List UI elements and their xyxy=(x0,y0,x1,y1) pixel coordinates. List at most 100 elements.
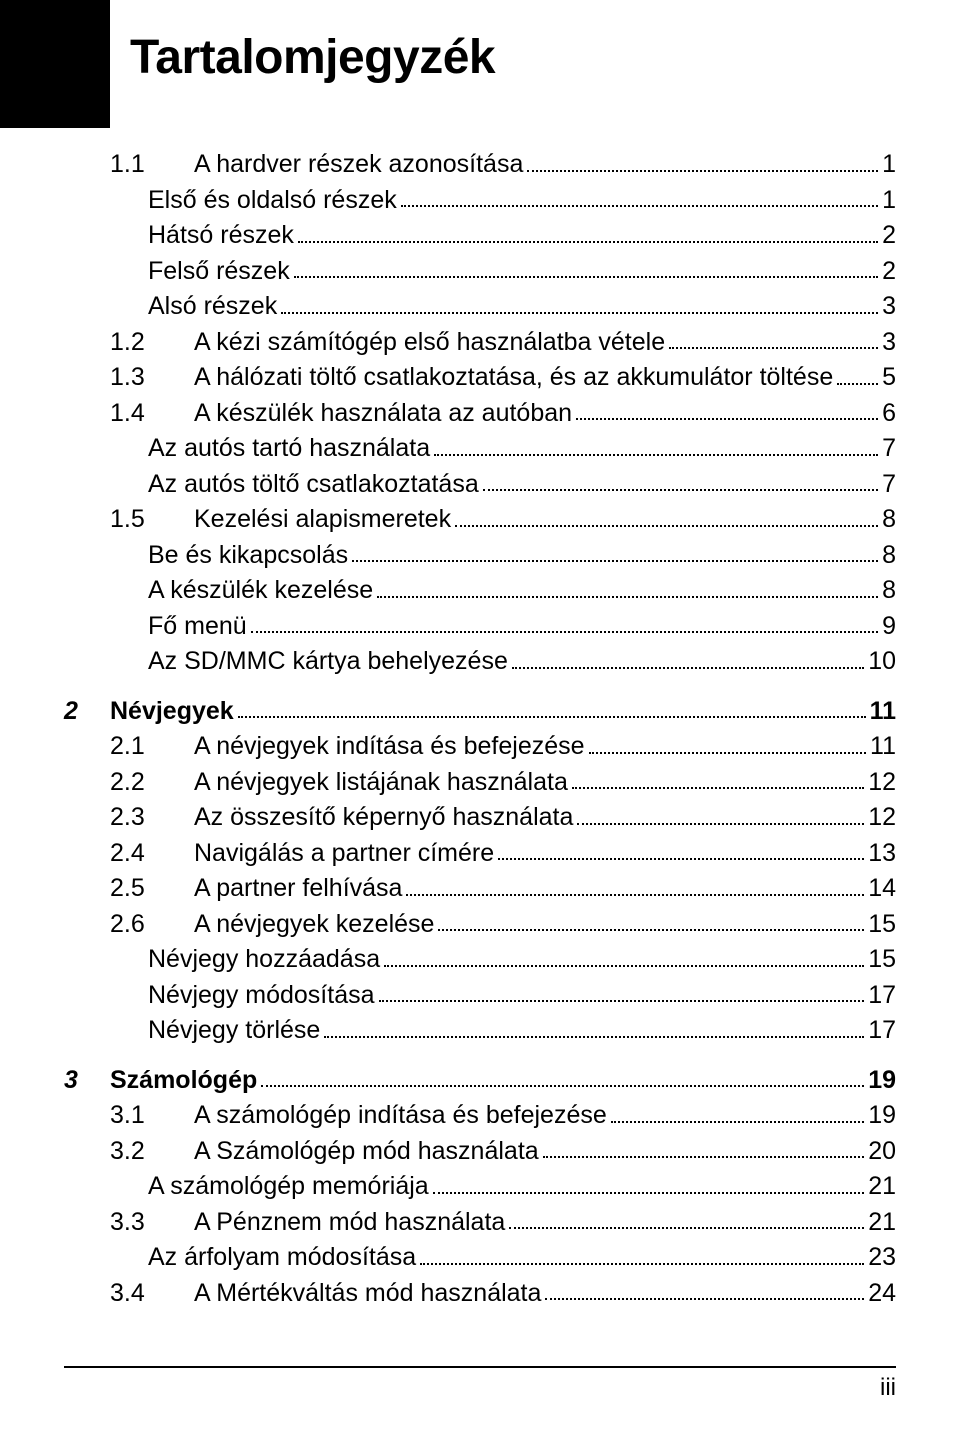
dot-leader xyxy=(420,1263,864,1265)
dot-leader xyxy=(434,454,878,456)
toc-entry: Névjegy hozzáadása 15 xyxy=(64,942,896,978)
dot-leader xyxy=(572,787,864,789)
toc-entry-number: 3.3 xyxy=(110,1205,194,1241)
toc-entry-label: A Pénznem mód használata xyxy=(194,1205,505,1241)
dot-leader xyxy=(527,170,878,172)
toc-entry: Az árfolyam módosítása23 xyxy=(64,1240,896,1276)
toc-entry: 1.3A hálózati töltő csatlakoztatása, és … xyxy=(64,360,896,396)
toc-entry-label: A névjegyek listájának használata xyxy=(194,765,568,801)
toc-entry-page: 17 xyxy=(868,978,896,1014)
toc-entry-label: Hátsó részek xyxy=(148,218,294,254)
toc-entry-page: 6 xyxy=(882,396,896,432)
dot-leader xyxy=(545,1298,864,1300)
toc-section-head: 3Számológép19 xyxy=(64,1063,896,1099)
toc-entry-number: 2.5 xyxy=(110,871,194,907)
toc-entry-page: 21 xyxy=(868,1169,896,1205)
toc-entry-page: 10 xyxy=(868,644,896,680)
dot-leader xyxy=(298,241,878,243)
toc-entry-page: 8 xyxy=(882,573,896,609)
dot-leader xyxy=(281,312,878,314)
dot-leader xyxy=(406,894,864,896)
toc-section-number: 2 xyxy=(64,694,110,730)
dot-leader xyxy=(577,823,864,825)
toc-entry-number: 1.5 xyxy=(110,502,194,538)
dot-leader xyxy=(379,1000,865,1002)
toc-entry-page: 12 xyxy=(868,800,896,836)
toc-entry: Az SD/MMC kártya behelyezése10 xyxy=(64,644,896,680)
toc-entry-label: Az autós töltő csatlakoztatása xyxy=(148,467,479,503)
toc-entry-number: 3.4 xyxy=(110,1276,194,1312)
toc-entry: 2.4Navigálás a partner címére 13 xyxy=(64,836,896,872)
dot-leader xyxy=(611,1121,864,1123)
dot-leader xyxy=(589,752,867,754)
page-title: Tartalomjegyzék xyxy=(130,30,896,85)
toc-entry: Felső részek2 xyxy=(64,254,896,290)
toc-entry: 1.1A hardver részek azonosítása1 xyxy=(64,147,896,183)
toc-entry: 3.4A Mértékváltás mód használata24 xyxy=(64,1276,896,1312)
dot-leader xyxy=(483,489,878,491)
toc-entry: 3.2A Számológép mód használata20 xyxy=(64,1134,896,1170)
toc-entry-number: 2.6 xyxy=(110,907,194,943)
toc-entry: 2.5A partner felhívása14 xyxy=(64,871,896,907)
toc-section-number: 3 xyxy=(64,1063,110,1099)
toc-entry: A számológép memóriája 21 xyxy=(64,1169,896,1205)
toc-entry-page: 20 xyxy=(868,1134,896,1170)
toc-entry: 2.2A névjegyek listájának használata12 xyxy=(64,765,896,801)
toc-entry-label: A hardver részek azonosítása xyxy=(194,147,523,183)
toc-entry-page: 15 xyxy=(868,942,896,978)
toc-entry-number: 2.4 xyxy=(110,836,194,872)
toc-section-label: Névjegyek xyxy=(110,694,234,730)
toc-entry-label: A névjegyek indítása és befejezése xyxy=(194,729,585,765)
toc-entry-page: 7 xyxy=(882,467,896,503)
toc-entry-page: 13 xyxy=(868,836,896,872)
toc-entry-label: Navigálás a partner címére xyxy=(194,836,494,872)
dot-leader xyxy=(455,525,878,527)
dot-leader xyxy=(324,1036,864,1038)
toc-entry: Az autós tartó használata7 xyxy=(64,431,896,467)
toc-entry-page: 8 xyxy=(882,502,896,538)
table-of-contents: 1.1A hardver részek azonosítása1Első és … xyxy=(64,147,896,1311)
toc-entry-label: Névjegy módosítása xyxy=(148,978,375,1014)
toc-entry-label: A számológép indítása és befejezése xyxy=(194,1098,607,1134)
toc-entry-number: 1.4 xyxy=(110,396,194,432)
toc-entry-page: 23 xyxy=(868,1240,896,1276)
page-number: iii xyxy=(880,1374,896,1402)
toc-entry-label: A számológép memóriája xyxy=(148,1169,429,1205)
toc-entry-label: Első és oldalsó részek xyxy=(148,183,397,219)
toc-entry: 1.4A készülék használata az autóban 6 xyxy=(64,396,896,432)
toc-entry-page: 3 xyxy=(882,325,896,361)
toc-entry-page: 11 xyxy=(870,729,896,765)
toc-entry-page: 19 xyxy=(868,1098,896,1134)
toc-entry-page: 2 xyxy=(882,254,896,290)
toc-entry: Hátsó részek 2 xyxy=(64,218,896,254)
toc-entry-label: Az összesítő képernyő használata xyxy=(194,800,573,836)
dot-leader xyxy=(377,596,878,598)
dot-leader xyxy=(251,631,878,633)
toc-entry: Fő menü 9 xyxy=(64,609,896,645)
toc-entry-label: A készülék kezelése xyxy=(148,573,373,609)
toc-entry-page: 7 xyxy=(882,431,896,467)
toc-entry-label: A készülék használata az autóban xyxy=(194,396,572,432)
toc-entry-number: 3.1 xyxy=(110,1098,194,1134)
toc-entry: 3.1A számológép indítása és befejezése 19 xyxy=(64,1098,896,1134)
toc-entry-label: Kezelési alapismeretek xyxy=(194,502,451,538)
toc-entry-label: A Számológép mód használata xyxy=(194,1134,539,1170)
toc-entry-page: 2 xyxy=(882,218,896,254)
toc-section-page: 19 xyxy=(868,1063,896,1099)
toc-entry-number: 1.1 xyxy=(110,147,194,183)
toc-entry-label: Névjegy hozzáadása xyxy=(148,942,380,978)
dot-leader xyxy=(261,1085,864,1087)
dot-leader xyxy=(576,418,878,420)
toc-entry-page: 8 xyxy=(882,538,896,574)
toc-entry-page: 9 xyxy=(882,609,896,645)
dot-leader xyxy=(669,347,878,349)
dot-leader xyxy=(294,276,878,278)
dot-leader xyxy=(509,1227,864,1229)
toc-entry-label: A Mértékváltás mód használata xyxy=(194,1276,541,1312)
toc-entry-label: Névjegy törlése xyxy=(148,1013,320,1049)
toc-entry-label: Fő menü xyxy=(148,609,247,645)
toc-entry-page: 17 xyxy=(868,1013,896,1049)
toc-entry-number: 2.1 xyxy=(110,729,194,765)
toc-entry-page: 21 xyxy=(868,1205,896,1241)
dot-leader xyxy=(384,965,864,967)
